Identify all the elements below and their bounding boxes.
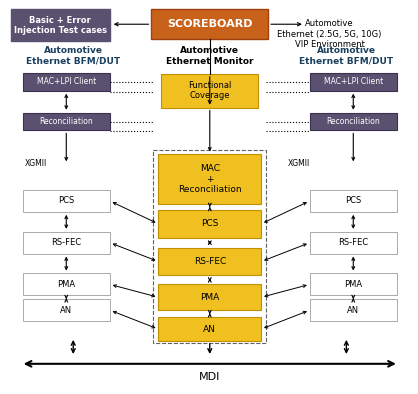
Text: PMA: PMA: [344, 280, 362, 289]
Text: AN: AN: [203, 325, 216, 334]
Bar: [11, 9, 110, 41]
Text: Reconciliation: Reconciliation: [39, 117, 93, 126]
Text: AN: AN: [347, 306, 359, 315]
Text: XGMII: XGMII: [25, 159, 47, 168]
Bar: [151, 9, 268, 39]
Text: RS-FEC: RS-FEC: [51, 238, 82, 247]
Bar: [140, 166, 280, 350]
Text: MAC
+
Reconciliation: MAC + Reconciliation: [178, 164, 242, 194]
Bar: [153, 151, 266, 343]
Text: PCS: PCS: [201, 219, 219, 228]
Text: AN: AN: [60, 306, 72, 315]
Text: PCS: PCS: [58, 197, 74, 206]
Bar: [8, 45, 138, 166]
Bar: [310, 113, 397, 130]
Bar: [310, 190, 397, 212]
Bar: [158, 284, 261, 310]
Bar: [310, 273, 397, 295]
Text: XGMII: XGMII: [288, 159, 310, 168]
Bar: [158, 210, 261, 238]
Text: PMA: PMA: [57, 280, 75, 289]
Bar: [23, 73, 110, 91]
Text: RS-FEC: RS-FEC: [194, 257, 226, 266]
Text: PHY: PHY: [334, 173, 359, 183]
Bar: [23, 232, 110, 254]
Bar: [23, 190, 110, 212]
Bar: [158, 154, 261, 204]
Text: RS-FEC: RS-FEC: [338, 238, 368, 247]
Text: Basic + Error
Injection Test cases: Basic + Error Injection Test cases: [14, 15, 107, 35]
Bar: [8, 170, 138, 337]
Bar: [310, 73, 397, 91]
Text: MDI: MDI: [199, 372, 220, 382]
Text: PMA: PMA: [200, 293, 219, 302]
Text: PHY: PHY: [61, 173, 86, 183]
Text: Automotive
Ethernet (2.5G, 5G, 10G)
VIP Environment: Automotive Ethernet (2.5G, 5G, 10G) VIP …: [277, 19, 382, 49]
Text: Reconciliation: Reconciliation: [326, 117, 380, 126]
Text: SCOREBOARD: SCOREBOARD: [167, 19, 252, 29]
Bar: [310, 232, 397, 254]
Bar: [310, 299, 397, 321]
Bar: [23, 273, 110, 295]
Bar: [158, 317, 261, 341]
Text: PCS: PCS: [345, 197, 362, 206]
Text: Automotive
Ethernet BFM/DUT: Automotive Ethernet BFM/DUT: [26, 46, 120, 66]
Bar: [281, 170, 412, 337]
Text: Automotive
Ethernet Monitor: Automotive Ethernet Monitor: [166, 46, 254, 66]
Bar: [161, 74, 258, 108]
Text: Functional
Coverage: Functional Coverage: [188, 81, 232, 100]
Bar: [158, 248, 261, 275]
Text: Automotive
Ethernet BFM/DUT: Automotive Ethernet BFM/DUT: [299, 46, 393, 66]
Bar: [23, 113, 110, 130]
Bar: [23, 299, 110, 321]
Bar: [140, 45, 280, 166]
Bar: [281, 45, 412, 166]
Text: MAC+LPI Client: MAC+LPI Client: [37, 77, 96, 86]
Text: MAC+LPI Client: MAC+LPI Client: [324, 77, 383, 86]
